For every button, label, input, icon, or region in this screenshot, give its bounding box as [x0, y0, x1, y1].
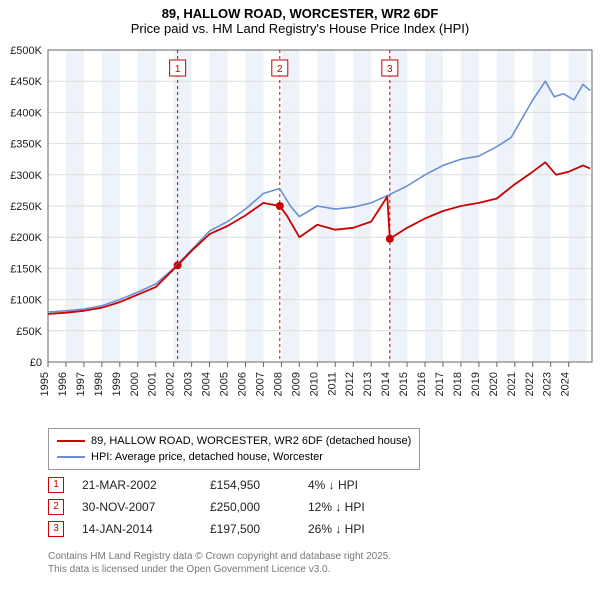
svg-text:1996: 1996 [57, 372, 69, 396]
sale-marker-badge: 1 [48, 477, 64, 493]
sale-date: 21-MAR-2002 [82, 474, 192, 496]
sales-table: 1 21-MAR-2002 £154,950 4% ↓ HPI 2 30-NOV-2007… [48, 474, 398, 540]
svg-text:2004: 2004 [201, 372, 213, 396]
svg-text:2017: 2017 [434, 372, 446, 396]
attribution-line-2: This data is licensed under the Open Gov… [48, 563, 391, 576]
svg-text:1: 1 [175, 64, 181, 75]
sale-date: 30-NOV-2007 [82, 496, 192, 518]
sale-date: 14-JAN-2014 [82, 518, 192, 540]
svg-text:£250K: £250K [10, 201, 42, 213]
attribution-line-1: Contains HM Land Registry data © Crown c… [48, 550, 391, 563]
svg-text:2000: 2000 [129, 372, 141, 396]
svg-text:2009: 2009 [290, 372, 302, 396]
svg-text:1998: 1998 [93, 372, 105, 396]
svg-text:2005: 2005 [219, 372, 231, 396]
sales-row: 2 30-NOV-2007 £250,000 12% ↓ HPI [48, 496, 398, 518]
line-chart-svg: £0 £50K £100K £150K £200K £250K £300K £350K £400… [0, 42, 600, 422]
svg-text:£200K: £200K [10, 232, 42, 244]
svg-text:2013: 2013 [362, 372, 374, 396]
svg-text:2022: 2022 [524, 372, 536, 396]
sale-marker-badge: 3 [48, 521, 64, 537]
legend-row: HPI: Average price, detached house, Worc… [57, 449, 411, 465]
legend-label: HPI: Average price, detached house, Worc… [91, 449, 323, 465]
title-line-1: 89, HALLOW ROAD, WORCESTER, WR2 6DF [0, 6, 600, 21]
svg-text:2024: 2024 [560, 372, 572, 396]
svg-text:2019: 2019 [470, 372, 482, 396]
svg-text:£500K: £500K [10, 45, 42, 57]
legend-swatch [57, 456, 85, 458]
svg-text:2010: 2010 [308, 372, 320, 396]
sales-row: 3 14-JAN-2014 £197,500 26% ↓ HPI [48, 518, 398, 540]
svg-text:£450K: £450K [10, 76, 42, 88]
sale-diff: 12% ↓ HPI [308, 496, 398, 518]
chart-title-block: 89, HALLOW ROAD, WORCESTER, WR2 6DF Pric… [0, 0, 600, 36]
title-line-2: Price paid vs. HM Land Registry's House … [0, 21, 600, 36]
sale-diff: 26% ↓ HPI [308, 518, 398, 540]
svg-text:£50K: £50K [16, 326, 42, 338]
legend-label: 89, HALLOW ROAD, WORCESTER, WR2 6DF (det… [91, 433, 411, 449]
svg-text:2006: 2006 [236, 372, 248, 396]
svg-text:1995: 1995 [39, 372, 51, 396]
svg-text:2011: 2011 [326, 372, 338, 396]
svg-text:2015: 2015 [398, 372, 410, 396]
svg-text:£150K: £150K [10, 263, 42, 275]
svg-text:2012: 2012 [344, 372, 356, 396]
legend: 89, HALLOW ROAD, WORCESTER, WR2 6DF (det… [48, 428, 420, 470]
svg-text:£0: £0 [30, 357, 42, 369]
svg-text:£100K: £100K [10, 295, 42, 307]
svg-text:2: 2 [277, 64, 283, 75]
sale-price: £154,950 [210, 474, 290, 496]
sale-marker-badge: 2 [48, 499, 64, 515]
svg-text:2021: 2021 [506, 372, 518, 396]
svg-text:£400K: £400K [10, 107, 42, 119]
sales-row: 1 21-MAR-2002 £154,950 4% ↓ HPI [48, 474, 398, 496]
chart-area: £0 £50K £100K £150K £200K £250K £300K £350K £400… [0, 42, 600, 422]
sale-price: £250,000 [210, 496, 290, 518]
svg-text:2008: 2008 [272, 372, 284, 396]
svg-text:2007: 2007 [254, 372, 266, 396]
legend-row: 89, HALLOW ROAD, WORCESTER, WR2 6DF (det… [57, 433, 411, 449]
legend-swatch [57, 440, 85, 442]
attribution: Contains HM Land Registry data © Crown c… [48, 550, 391, 576]
svg-text:2001: 2001 [147, 372, 159, 396]
svg-text:£300K: £300K [10, 170, 42, 182]
svg-text:2016: 2016 [416, 372, 428, 396]
svg-text:2023: 2023 [542, 372, 554, 396]
svg-text:1999: 1999 [111, 372, 123, 396]
svg-text:2014: 2014 [380, 372, 392, 396]
svg-text:£350K: £350K [10, 139, 42, 151]
svg-text:2018: 2018 [452, 372, 464, 396]
svg-text:1997: 1997 [75, 372, 87, 396]
svg-text:2020: 2020 [488, 372, 500, 396]
sale-diff: 4% ↓ HPI [308, 474, 398, 496]
svg-text:2003: 2003 [183, 372, 195, 396]
svg-text:3: 3 [387, 64, 393, 75]
svg-text:2002: 2002 [165, 372, 177, 396]
sale-price: £197,500 [210, 518, 290, 540]
